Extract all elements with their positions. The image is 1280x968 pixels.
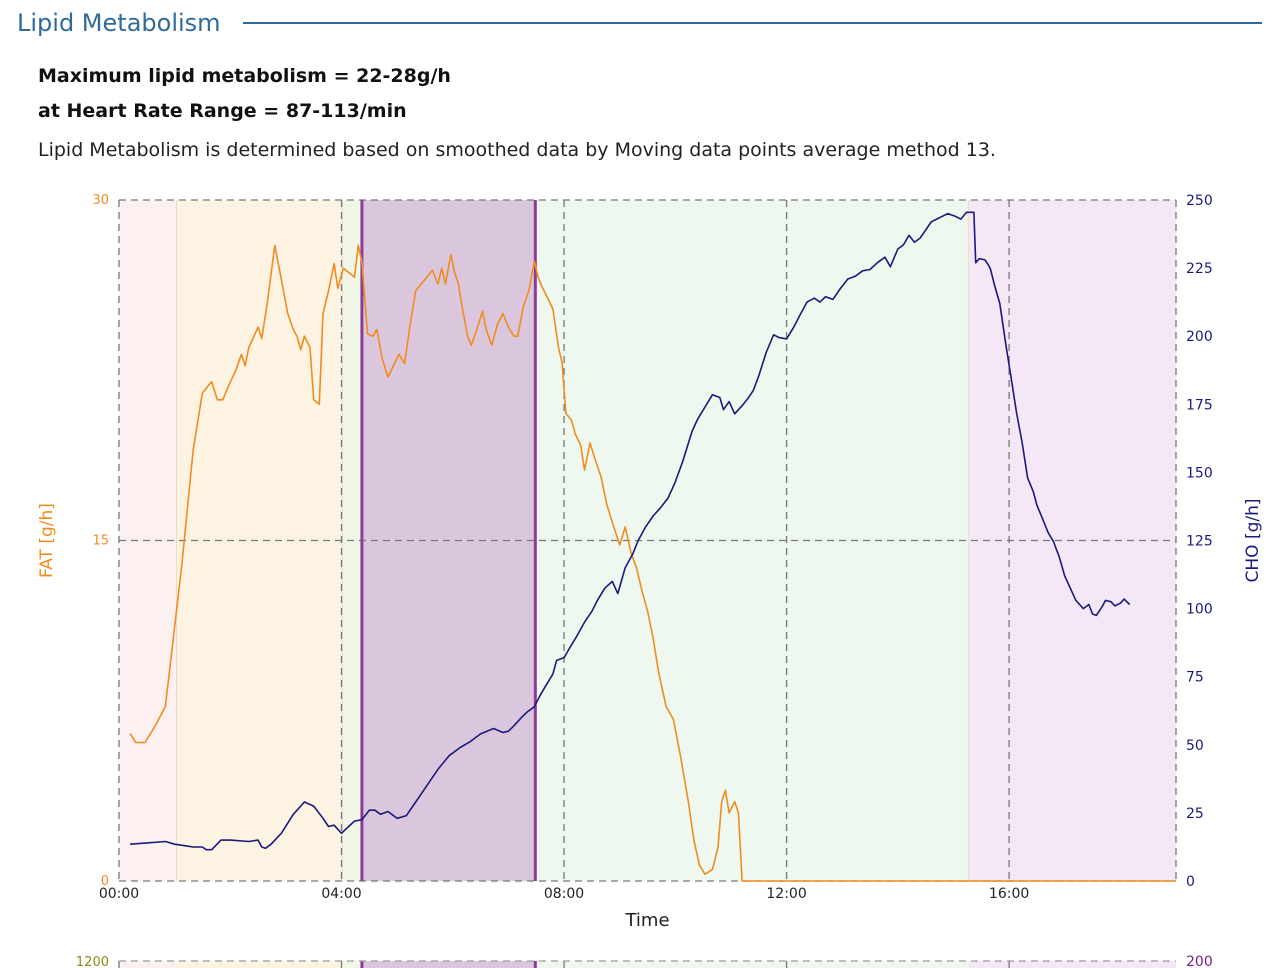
phase-band-2-4 [535, 961, 969, 968]
y-right-tick-label: 100 [1186, 602, 1213, 618]
x-tick-label: 08:00 [544, 886, 584, 902]
y-right-tick-label: 150 [1186, 465, 1213, 481]
y-right-tick-label: 250 [1186, 193, 1213, 209]
section-divider [243, 22, 1262, 24]
y-left-axis-title: FAT [g/h] [37, 503, 57, 578]
x-tick-label: 04:00 [321, 886, 361, 902]
y-right-tick-label: 0 [1186, 874, 1195, 890]
x-tick-label: 00:00 [99, 886, 139, 902]
method-note: Lipid Metabolism is determined based on … [38, 139, 996, 161]
fat-series-line [129, 244, 1176, 882]
y-left-tick-label-2: 1200 [76, 955, 109, 968]
phase-band-2-3 [361, 961, 536, 968]
x-axis-title: Time [624, 910, 669, 931]
x-tick-label: 16:00 [989, 886, 1029, 902]
y-right-axis-title: CHO [g/h] [1243, 499, 1263, 583]
y-left-tick-label: 0 [101, 874, 109, 889]
y-right-tick-label: 200 [1186, 329, 1213, 345]
phase-band-2-5 [968, 961, 1176, 968]
y-right-tick-label-2: 200 [1186, 954, 1213, 968]
heart-rate-range-summary: at Heart Rate Range = 87-113/min [38, 100, 407, 122]
section-header: Lipid Metabolism [0, 0, 1280, 48]
phase-band-2-1 [176, 961, 343, 968]
section-title: Lipid Metabolism [17, 9, 221, 37]
phase-band-2-2 [342, 961, 362, 968]
y-left-tick-label: 30 [92, 193, 109, 208]
y-right-tick-label: 75 [1186, 670, 1204, 686]
phase-band-4 [535, 200, 969, 881]
y-right-tick-label: 25 [1186, 806, 1204, 822]
y-right-tick-label: 50 [1186, 738, 1204, 754]
y-right-tick-label: 125 [1186, 534, 1213, 550]
phase-band-2-0 [119, 961, 177, 968]
lipid-metabolism-chart: 0 15 30 0 25 50 75 100 125 150 175 200 225 250 00:00 04… [37, 193, 1263, 968]
x-tick-label: 12:00 [766, 886, 806, 902]
cho-series-line [130, 211, 1131, 851]
y-right-tick-label: 175 [1186, 397, 1213, 413]
y-right-tick-label: 225 [1186, 261, 1213, 277]
y-left-tick-label: 15 [92, 534, 109, 549]
max-lipid-summary: Maximum lipid metabolism = 22-28g/h [38, 65, 451, 87]
